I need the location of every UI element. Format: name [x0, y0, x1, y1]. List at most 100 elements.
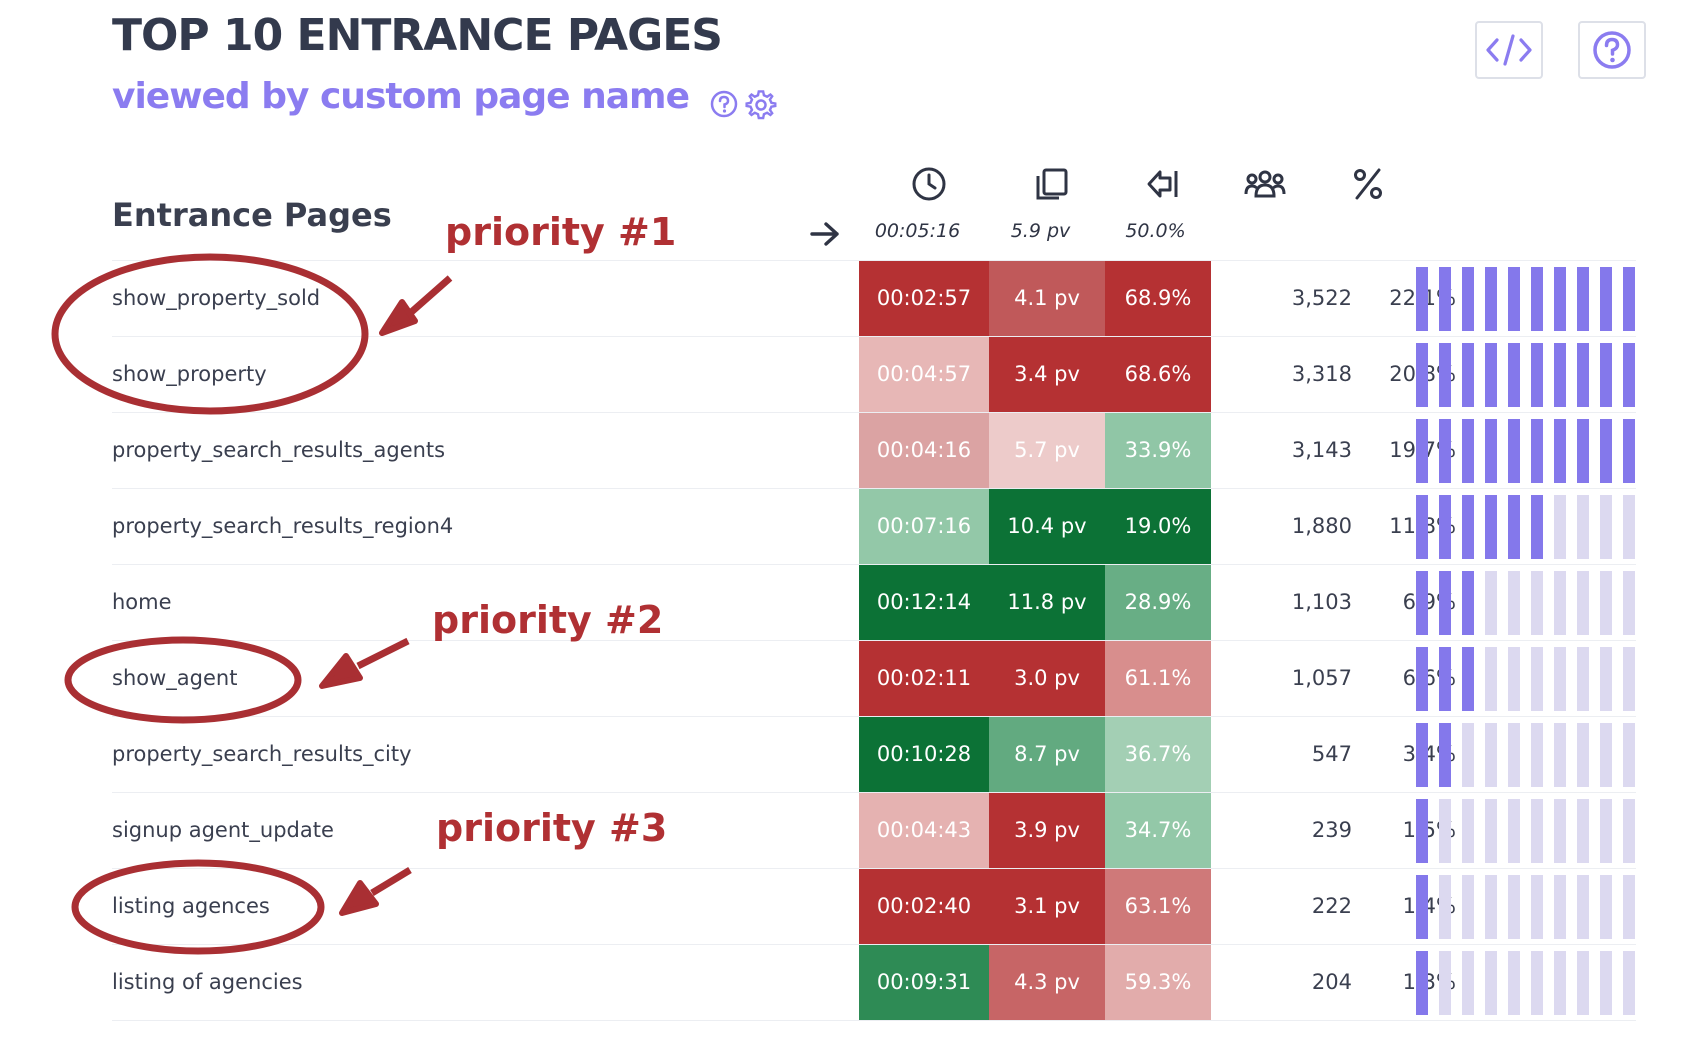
share-bar-filled [1577, 343, 1589, 407]
summary-exit-rate: 50.0% [1125, 220, 1186, 242]
table-row[interactable]: signup agent_update 00:04:43 3.9 pv 34.7% 23… [112, 792, 1636, 868]
pageviews-cell: 5.7 pv [989, 413, 1105, 488]
page-name[interactable]: listing agences [112, 894, 270, 918]
share-bar-filled [1554, 267, 1566, 331]
share-bar-filled [1462, 571, 1474, 635]
pageviews-cell: 10.4 pv [989, 489, 1105, 564]
page-name[interactable]: show_agent [112, 666, 238, 690]
share-bar-filled [1623, 343, 1635, 407]
table-row[interactable]: property_search_results_region4 00:07:16 1… [112, 488, 1636, 564]
share-bar-filled [1439, 723, 1451, 787]
share-bar-empty [1554, 723, 1566, 787]
share-bar-empty [1508, 647, 1520, 711]
help-button[interactable] [1578, 21, 1646, 79]
page-name[interactable]: property_search_results_city [112, 742, 412, 766]
visitors-icon [1243, 166, 1287, 206]
settings-gear-icon[interactable] [745, 89, 777, 125]
share-bar-filled [1439, 495, 1451, 559]
share-bar-empty [1462, 875, 1474, 939]
share-bar-filled [1439, 343, 1451, 407]
share-bar-empty [1577, 875, 1589, 939]
page-name[interactable]: home [112, 590, 172, 614]
share-bar-empty [1623, 723, 1635, 787]
share-bar-filled [1462, 647, 1474, 711]
share-bar-filled [1577, 267, 1589, 331]
share-bar-empty [1531, 799, 1543, 863]
visitors-value: 3,143 [1291, 438, 1352, 462]
arrow-right-icon [810, 221, 840, 251]
visitors-value: 3,318 [1291, 362, 1352, 386]
share-bar-empty [1531, 875, 1543, 939]
pageviews-cell: 11.8 pv [989, 565, 1105, 640]
pageviews-cell: 8.7 pv [989, 717, 1105, 792]
share-bar-filled [1439, 571, 1451, 635]
table-row[interactable]: listing agences 00:02:40 3.1 pv 63.1% 222 1.4… [112, 868, 1636, 944]
exit-rate-cell: 68.6% [1105, 337, 1211, 412]
clock-icon [911, 166, 947, 206]
share-bar-filled [1439, 647, 1451, 711]
page-name[interactable]: signup agent_update [112, 818, 334, 842]
share-bar-empty [1439, 951, 1451, 1015]
table-row[interactable]: listing of agencies 00:09:31 4.3 pv 59.3% 20… [112, 944, 1636, 1021]
pageviews-cell: 4.3 pv [989, 945, 1105, 1020]
visitors-value: 204 [1311, 970, 1352, 994]
share-bar-meter [1416, 647, 1636, 711]
exit-rate-cell: 59.3% [1105, 945, 1211, 1020]
summary-avg-time: 00:05:16 [874, 220, 961, 242]
page-name[interactable]: show_property [112, 362, 267, 386]
share-bar-empty [1623, 799, 1635, 863]
pages-icon [1034, 166, 1070, 206]
share-bar-meter [1416, 723, 1636, 787]
avg-time-cell: 00:02:11 [859, 641, 989, 716]
share-bar-filled [1416, 647, 1428, 711]
pageviews-cell: 3.9 pv [989, 793, 1105, 868]
share-bar-empty [1577, 495, 1589, 559]
share-bar-empty [1577, 647, 1589, 711]
share-bar-empty [1554, 951, 1566, 1015]
avg-time-cell: 00:04:57 [859, 337, 989, 412]
exit-rate-cell: 28.9% [1105, 565, 1211, 640]
share-bar-meter [1416, 571, 1636, 635]
share-bar-meter [1416, 495, 1636, 559]
share-bar-empty [1623, 647, 1635, 711]
share-bar-empty [1600, 495, 1612, 559]
page-name[interactable]: property_search_results_agents [112, 438, 446, 462]
share-bar-filled [1416, 571, 1428, 635]
share-bar-filled [1508, 267, 1520, 331]
share-bar-filled [1462, 419, 1474, 483]
visitors-value: 3,522 [1291, 286, 1352, 310]
share-bar-filled [1439, 267, 1451, 331]
share-bar-filled [1600, 267, 1612, 331]
annotation-priority-2: priority #2 [432, 598, 664, 642]
table-row[interactable]: show_property_sold 00:02:57 4.1 pv 68.9% 3,5… [112, 260, 1636, 336]
exit-rate-cell: 63.1% [1105, 869, 1211, 944]
share-bar-filled [1485, 495, 1497, 559]
share-bar-filled [1600, 419, 1612, 483]
share-bar-empty [1600, 571, 1612, 635]
share-bar-empty [1600, 647, 1612, 711]
subtitle-help-icon[interactable] [709, 89, 739, 123]
share-bar-filled [1485, 343, 1497, 407]
section-title: Entrance Pages [112, 196, 392, 234]
share-bar-filled [1416, 875, 1428, 939]
share-bar-empty [1508, 723, 1520, 787]
share-bar-filled [1623, 419, 1635, 483]
embed-code-button[interactable] [1475, 21, 1543, 79]
share-bar-filled [1416, 495, 1428, 559]
share-bar-filled [1416, 267, 1428, 331]
share-bar-empty [1600, 951, 1612, 1015]
table-row[interactable]: property_search_results_city 00:10:28 8.7 … [112, 716, 1636, 792]
share-bar-filled [1416, 951, 1428, 1015]
share-bar-empty [1577, 723, 1589, 787]
table-row[interactable]: home 00:12:14 11.8 pv 28.9% 1,103 6.9% [112, 564, 1636, 640]
table-row[interactable]: property_search_results_agents 00:04:16 5.… [112, 412, 1636, 488]
avg-time-cell: 00:02:40 [859, 869, 989, 944]
page-name[interactable]: show_property_sold [112, 286, 321, 310]
page-name[interactable]: property_search_results_region4 [112, 514, 454, 538]
page-name[interactable]: listing of agencies [112, 970, 303, 994]
avg-time-cell: 00:10:28 [859, 717, 989, 792]
visitors-value: 239 [1311, 818, 1352, 842]
share-bar-meter [1416, 875, 1636, 939]
table-row[interactable]: show_agent 00:02:11 3.0 pv 61.1% 1,057 6.6% [112, 640, 1636, 716]
